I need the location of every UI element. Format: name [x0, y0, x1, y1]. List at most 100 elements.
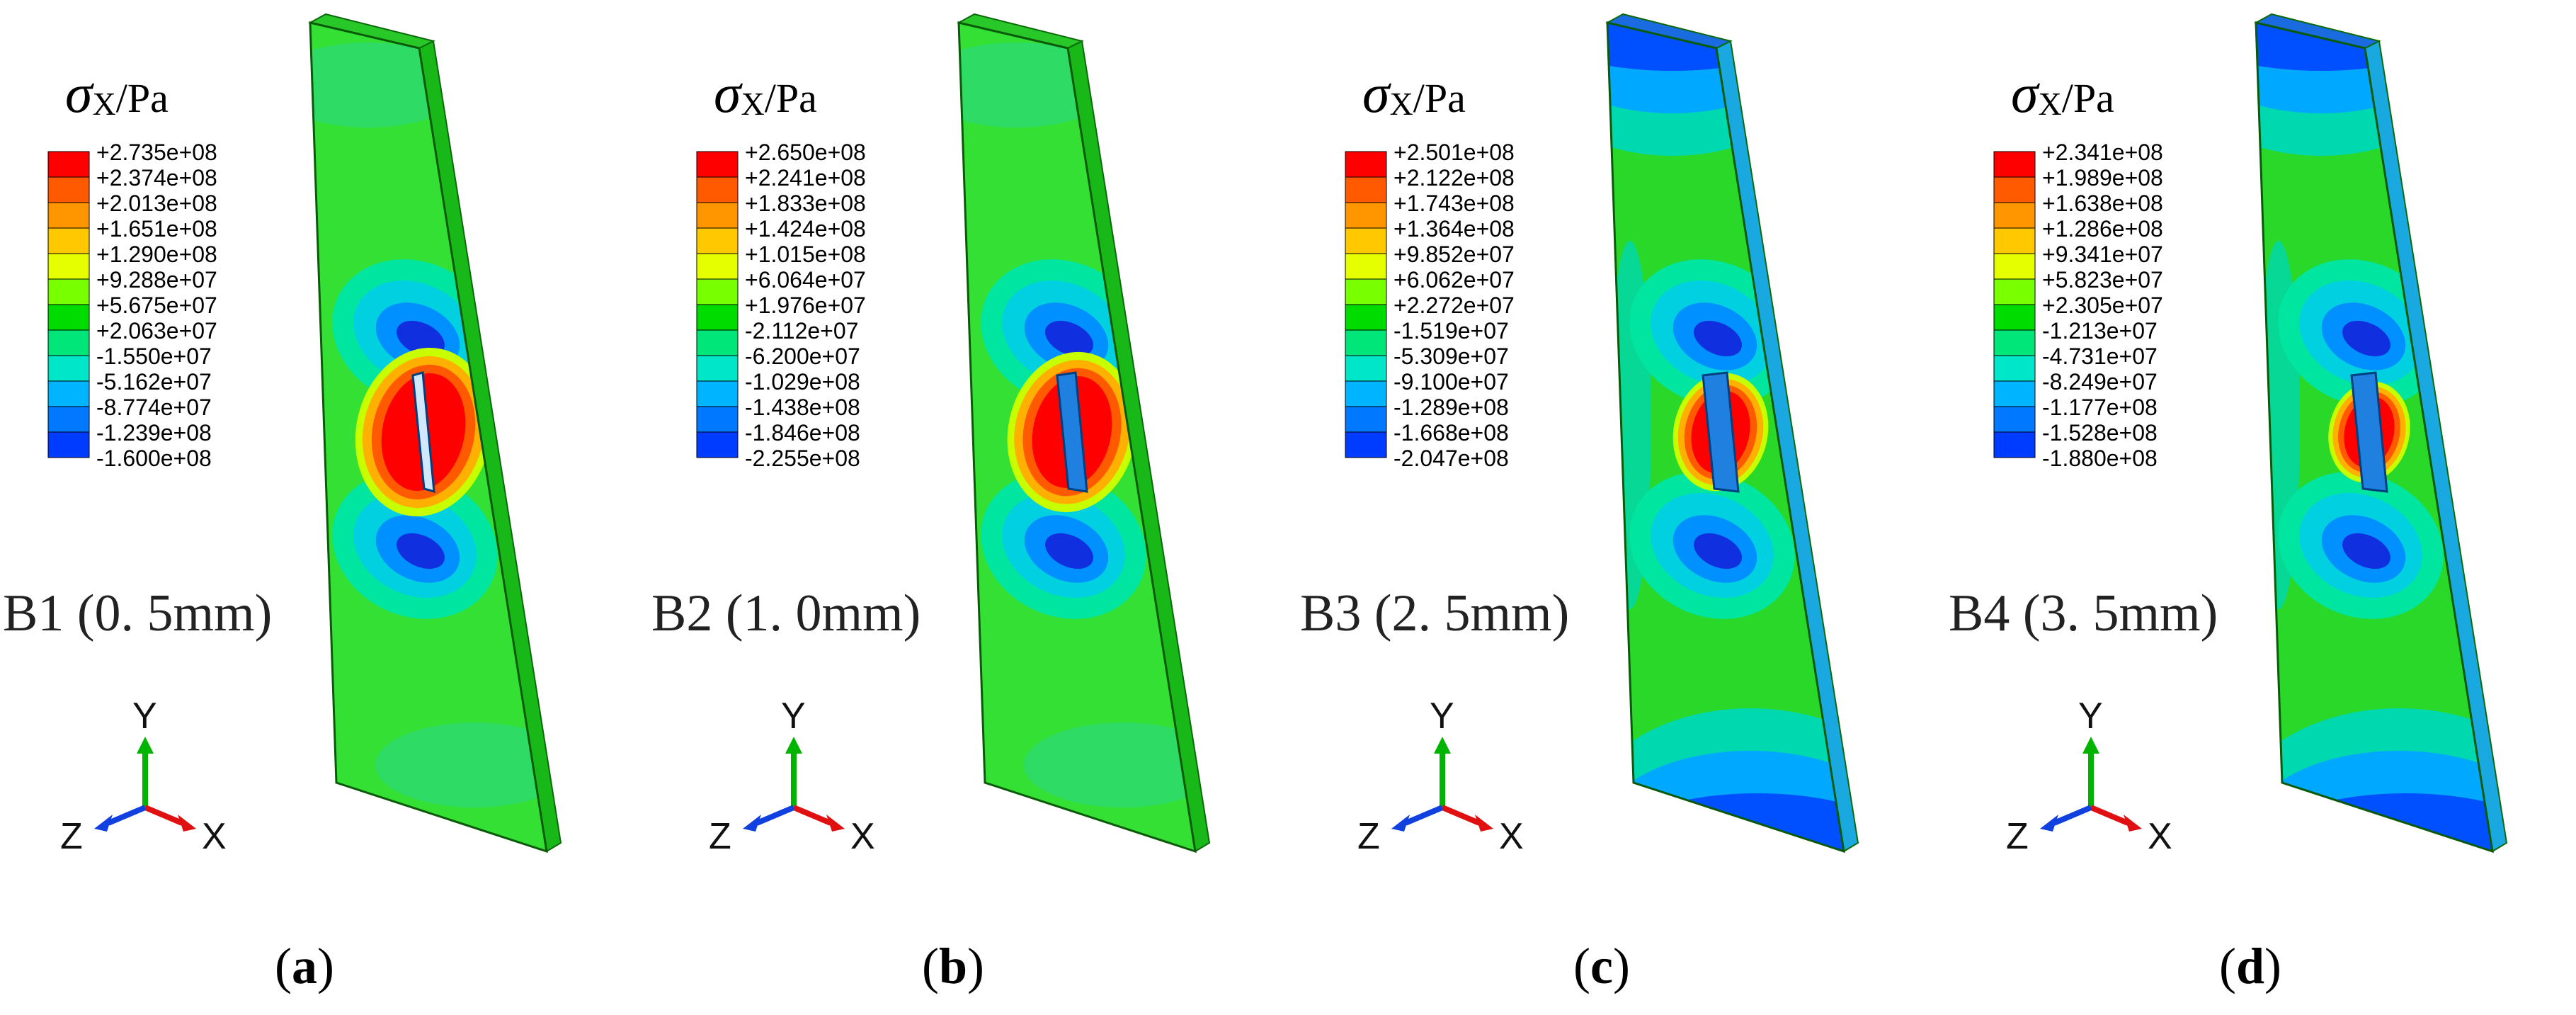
legend-swatch — [696, 431, 739, 458]
legend-swatch — [1345, 151, 1387, 178]
x-axis-label: X — [2148, 816, 2172, 857]
legend-swatch — [1345, 406, 1387, 433]
specimen-label: B2 (1. 0mm) — [651, 584, 921, 642]
panel-caption-letter: c — [1590, 938, 1613, 994]
panel-c: σX/Pa +2.501e+08+2.122e+08+1.743e+08+1.36… — [1300, 13, 1859, 994]
legend-unit: /Pa — [765, 75, 817, 121]
legend-value: -1.528e+08 — [2042, 420, 2158, 446]
legend-subscript: X — [741, 86, 764, 122]
legend-value: -1.880e+08 — [2042, 446, 2158, 471]
plate-face — [310, 23, 547, 851]
y-axis-label: Y — [132, 696, 157, 737]
legend-value: -8.249e+07 — [2042, 369, 2158, 395]
legend-title: σX/Pa — [714, 62, 817, 124]
legend-swatch — [1345, 227, 1387, 254]
legend-symbol: σ — [65, 62, 94, 124]
legend-value: +2.272e+07 — [1394, 293, 1515, 318]
x-axis-arrowhead — [178, 815, 196, 832]
x-axis-label: X — [202, 816, 227, 857]
panel-caption-letter: a — [292, 938, 317, 994]
notch — [1702, 371, 1740, 493]
legend-value: -1.029e+08 — [745, 369, 860, 395]
legend-subscript: X — [1389, 86, 1413, 122]
legend-swatch — [47, 151, 90, 178]
legend-swatch — [1993, 431, 2036, 458]
legend-value: +1.286e+08 — [2042, 216, 2163, 242]
legend-swatch — [1345, 176, 1387, 203]
legend-title: σX/Pa — [1362, 62, 1466, 124]
legend-value: -1.213e+07 — [2042, 318, 2158, 344]
legend-swatch — [47, 278, 90, 305]
legend-swatch — [1993, 380, 2036, 407]
z-axis-arrow — [756, 805, 795, 826]
legend-value: +5.823e+07 — [2042, 267, 2163, 293]
legend-value: +9.288e+07 — [96, 267, 217, 293]
legend-value: +2.122e+08 — [1394, 165, 1515, 191]
legend-value: -1.438e+08 — [745, 395, 860, 420]
plate-outline — [2255, 21, 2494, 854]
y-axis-arrowhead — [2082, 737, 2099, 754]
notch — [411, 371, 435, 494]
z-axis-label: Z — [2006, 816, 2029, 857]
y-axis-arrowhead — [1434, 737, 1451, 754]
legend-swatch — [47, 176, 90, 203]
legend-value: -5.162e+07 — [96, 369, 212, 395]
legend-value: -2.112e+07 — [745, 318, 858, 344]
legend-value: -1.239e+08 — [96, 420, 212, 446]
legend-value: +2.013e+08 — [96, 191, 217, 216]
legend-symbol: σ — [1362, 62, 1391, 124]
legend-swatch — [696, 278, 739, 305]
z-axis-arrow — [107, 805, 147, 826]
specimen-label: B3 (2. 5mm) — [1300, 584, 1569, 642]
legend-value: +1.743e+08 — [1394, 191, 1515, 216]
legend-value: +1.424e+08 — [745, 216, 866, 242]
legend-unit: /Pa — [116, 75, 169, 121]
notch — [1056, 371, 1088, 493]
legend-swatch — [1345, 304, 1387, 331]
legend-swatch — [1993, 329, 2036, 356]
plate-outline — [957, 21, 1197, 854]
z-axis-arrow — [1404, 805, 1444, 826]
legend-value: -2.255e+08 — [745, 446, 860, 471]
legend-value: +2.063e+07 — [96, 318, 217, 344]
legend-value: -1.177e+08 — [2042, 395, 2158, 420]
plate-face — [2256, 23, 2492, 851]
legend-value: +1.364e+08 — [1394, 216, 1515, 242]
legend-value: -1.668e+08 — [1394, 420, 1509, 446]
legend-value: +2.305e+07 — [2042, 293, 2163, 318]
legend-value: -4.731e+07 — [2042, 344, 2158, 369]
legend-value: +5.675e+07 — [96, 293, 217, 318]
legend-value: -5.309e+07 — [1394, 344, 1509, 369]
legend-value: +9.852e+07 — [1394, 242, 1515, 267]
coordinate-triad: Y Z X — [709, 696, 875, 857]
legend-swatch — [1993, 176, 2036, 203]
y-axis-label: Y — [1430, 696, 1454, 737]
x-axis-arrow — [792, 805, 832, 826]
legend-value: +1.989e+08 — [2042, 165, 2163, 191]
x-axis-arrowhead — [1475, 815, 1493, 832]
legend-value: +2.501e+08 — [1394, 140, 1515, 165]
legend-value: -1.550e+07 — [96, 344, 212, 369]
y-axis-arrowhead — [137, 737, 154, 754]
legend-swatch — [696, 202, 739, 229]
legend-value: -9.100e+07 — [1394, 369, 1509, 395]
z-axis-label: Z — [709, 816, 731, 857]
legend-swatch — [1345, 355, 1387, 382]
legend-swatch — [696, 151, 739, 178]
legend-swatch — [47, 304, 90, 331]
legend-swatch — [696, 355, 739, 382]
legend-swatch — [47, 355, 90, 382]
legend-value: +6.062e+07 — [1394, 267, 1515, 293]
legend-swatch — [47, 431, 90, 458]
legend-swatch — [696, 380, 739, 407]
panel-caption-letter: d — [2236, 938, 2264, 994]
coordinate-triad: Y Z X — [1357, 696, 1524, 857]
plate-face — [959, 23, 1195, 851]
legend-swatch — [696, 406, 739, 433]
legend-symbol: σ — [2011, 62, 2040, 124]
legend-value: +2.650e+08 — [745, 140, 866, 165]
legend-value: +2.735e+08 — [96, 140, 217, 165]
legend-swatch — [696, 253, 739, 280]
legend-value: -1.289e+08 — [1394, 395, 1509, 420]
legend-subscript: X — [92, 86, 115, 122]
